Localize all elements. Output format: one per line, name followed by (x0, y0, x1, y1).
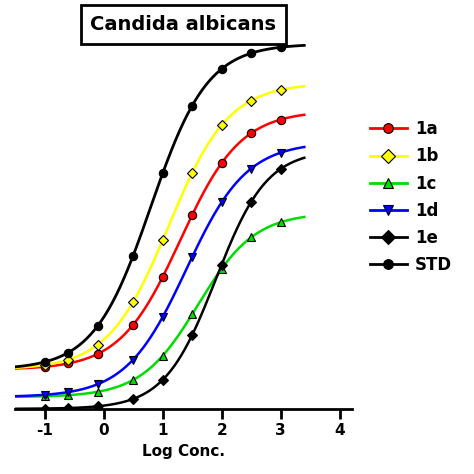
Title: Candida albicans: Candida albicans (90, 15, 276, 34)
X-axis label: Log Conc.: Log Conc. (142, 444, 225, 459)
Legend: 1a, 1b, 1c, 1d, 1e, STD: 1a, 1b, 1c, 1d, 1e, STD (363, 114, 459, 281)
